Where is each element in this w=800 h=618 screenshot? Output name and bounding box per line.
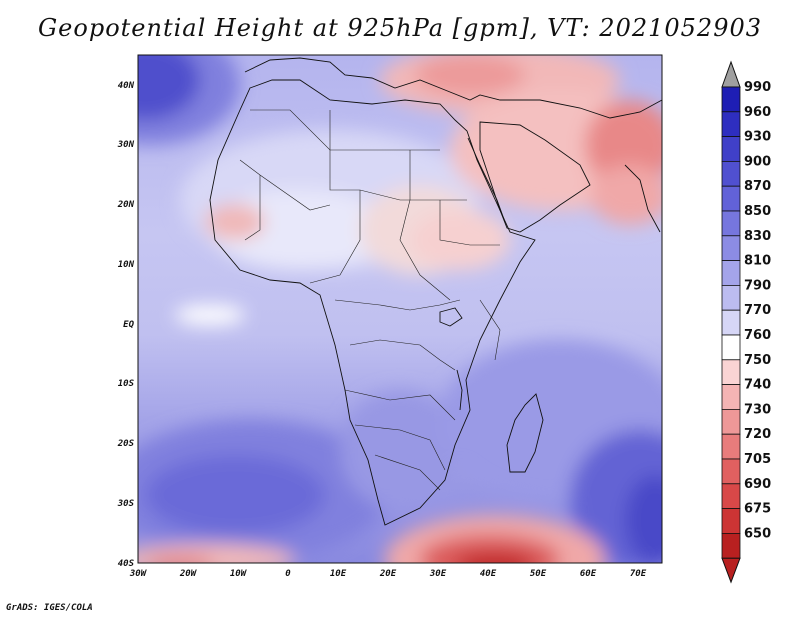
colorbar-cell	[721, 384, 741, 410]
lon-label: 50E	[530, 569, 547, 579]
longitude-labels: 30W 20W 10W 0 10E 20E 30E 40E 50E 60E 70…	[129, 569, 647, 579]
colorbar-cell	[721, 235, 741, 262]
colorbar-label: 960	[744, 105, 771, 120]
colorbar-label: 900	[744, 154, 771, 169]
lon-label: 0	[285, 569, 291, 579]
colorbar-label: 740	[744, 378, 771, 393]
india-coastline	[624, 164, 661, 233]
lat-label: 20S	[117, 439, 135, 449]
lon-label: 20E	[379, 569, 397, 579]
madagascar-coastline	[506, 393, 544, 473]
colorbar: 990 960 930 900 870 850 830 810 790 770 760 750 740 7…	[721, 60, 771, 584]
lat-label: 20N	[117, 200, 135, 210]
colorbar-label: 760	[744, 328, 771, 343]
colorbar-label: 650	[744, 526, 771, 541]
lon-label: 40E	[480, 569, 497, 579]
lake-malawi	[456, 369, 463, 411]
arabia-coastline	[479, 121, 591, 233]
lon-label: 10E	[330, 569, 347, 579]
lat-label: 10N	[118, 260, 135, 270]
colorbar-label: 690	[744, 477, 771, 492]
colorbar-cell	[721, 160, 741, 187]
colorbar-top-arrow	[721, 60, 741, 88]
colorbar-cell	[721, 111, 741, 138]
lon-label: 60E	[580, 569, 597, 579]
colorbar-cell	[721, 483, 741, 509]
map-frame	[137, 54, 663, 564]
colorbar-label: 850	[744, 204, 771, 219]
colorbar-cell	[721, 433, 741, 460]
colorbar-label: 675	[744, 502, 771, 517]
colorbar-cell	[721, 136, 741, 162]
colorbar-cell	[721, 284, 741, 311]
europe-coastline	[244, 57, 662, 119]
colorbar-label: 870	[744, 179, 771, 194]
lat-label: 10S	[118, 379, 135, 389]
colorbar-cell	[721, 260, 741, 286]
colorbar-cell	[721, 210, 741, 237]
coastlines	[209, 57, 662, 526]
lat-label: 30S	[117, 499, 135, 509]
colorbar-label: 705	[744, 452, 771, 467]
colorbar-cell	[721, 458, 741, 485]
chart-title: Geopotential Height at 925hPa [gpm], VT:…	[38, 14, 762, 42]
country-borders	[239, 109, 501, 491]
lat-label: 40N	[118, 81, 135, 91]
colorbar-cell	[721, 185, 741, 212]
colorbar-label: 830	[744, 229, 771, 244]
colorbar-cell	[721, 359, 741, 385]
colorbar-cell	[721, 334, 741, 361]
colorbar-label: 720	[744, 427, 771, 442]
colorbar-label: 770	[744, 303, 771, 318]
colorbar-label: 990	[744, 80, 771, 95]
colorbar-label: 810	[744, 254, 771, 269]
lon-label: 10W	[230, 569, 248, 579]
lake-victoria	[439, 307, 463, 327]
lon-label: 30E	[429, 569, 447, 579]
colorbar-cell	[721, 508, 741, 534]
colorbar-bottom-arrow	[721, 557, 741, 584]
colorbar-label: 930	[744, 130, 771, 145]
colorbar-label: 790	[744, 278, 771, 293]
colorbar-cell	[721, 533, 741, 559]
lat-label: 30N	[117, 140, 135, 150]
lon-label: 20W	[179, 569, 198, 579]
latitude-labels: 40N 30N 20N 10N EQ 10S 20S 30S 40S	[117, 81, 135, 569]
colorbar-label: 750	[744, 353, 771, 368]
africa-coastline	[209, 79, 536, 526]
red-sea	[467, 137, 506, 223]
colorbar-cell	[721, 309, 741, 336]
lon-label: 30W	[129, 569, 148, 579]
colorbar-cell	[721, 408, 741, 435]
colorbar-label: 730	[744, 402, 771, 417]
lat-label: 40S	[118, 559, 135, 569]
credit-text: GrADS: IGES/COLA	[6, 603, 93, 613]
lat-label: EQ	[123, 320, 134, 330]
lon-label: 70E	[630, 569, 647, 579]
height-field	[138, 55, 662, 563]
colorbar-cell	[721, 86, 741, 113]
